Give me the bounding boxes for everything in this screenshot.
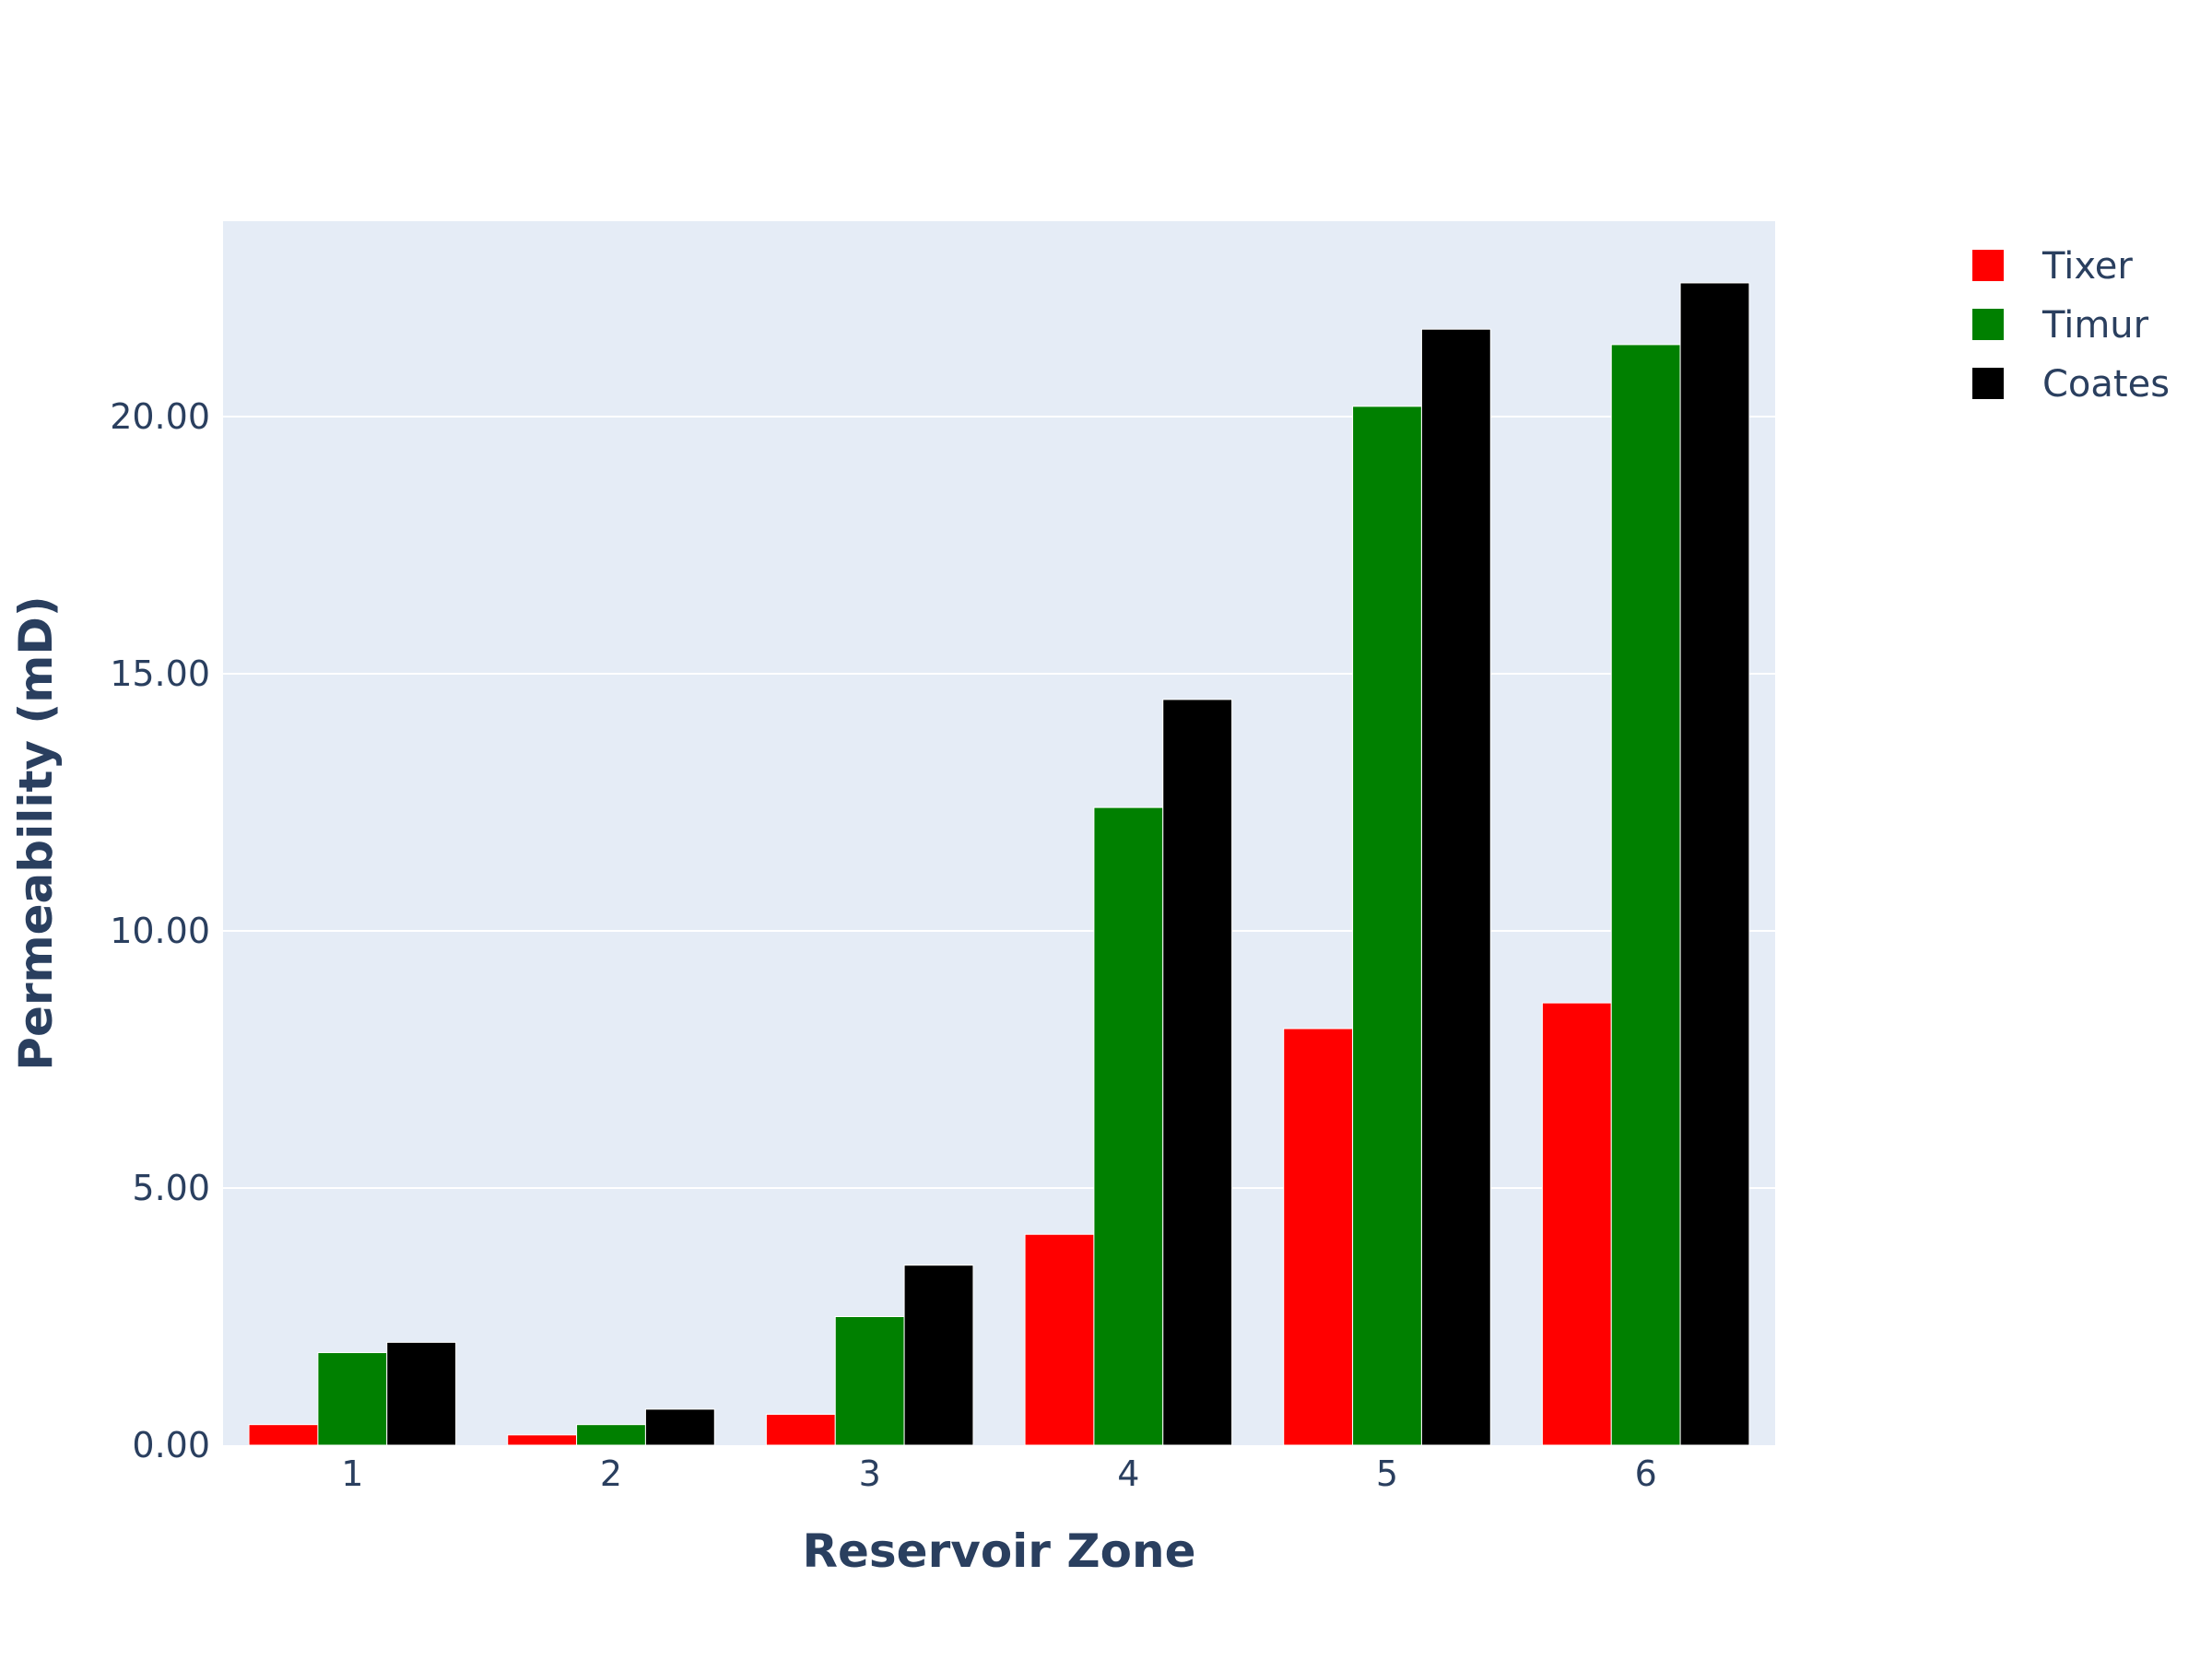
bar-timur-zone-6[interactable] bbox=[1610, 344, 1681, 1446]
y-tick-label: 10.00 bbox=[110, 911, 210, 951]
legend-swatch bbox=[1972, 368, 2004, 399]
bar-timur-zone-5[interactable] bbox=[1352, 406, 1422, 1446]
x-tick-label: 1 bbox=[341, 1453, 363, 1494]
legend-label: Timur bbox=[2041, 304, 2149, 347]
bar-coates-zone-5[interactable] bbox=[1420, 328, 1491, 1446]
y-tick-label: 20.00 bbox=[110, 396, 210, 437]
legend-swatch bbox=[1972, 309, 2004, 340]
x-axis-ticks: 1 2 3 4 5 6 bbox=[341, 1453, 1657, 1494]
y-tick-label: 5.00 bbox=[132, 1168, 210, 1208]
bar-coates-zone-1[interactable] bbox=[386, 1341, 457, 1446]
x-tick-label: 2 bbox=[600, 1453, 622, 1494]
gridlines bbox=[223, 416, 1775, 1190]
bar-tixer-zone-3[interactable] bbox=[765, 1414, 836, 1446]
x-tick-label: 6 bbox=[1635, 1453, 1657, 1494]
x-axis-title: Reservoir Zone bbox=[802, 1524, 1195, 1578]
legend-item-coates[interactable]: Coates bbox=[1972, 363, 2170, 406]
bars bbox=[248, 282, 1750, 1446]
bar-coates-zone-3[interactable] bbox=[903, 1265, 974, 1446]
bar-tixer-zone-6[interactable] bbox=[1541, 1002, 1612, 1446]
bar-timur-zone-3[interactable] bbox=[834, 1316, 905, 1446]
legend-item-timur[interactable]: Timur bbox=[1972, 304, 2149, 347]
bar-coates-zone-6[interactable] bbox=[1679, 282, 1750, 1446]
bar-timur-zone-2[interactable] bbox=[576, 1424, 646, 1446]
legend-swatch bbox=[1972, 250, 2004, 281]
x-tick-label: 5 bbox=[1376, 1453, 1398, 1494]
x-tick-label: 3 bbox=[859, 1453, 881, 1494]
bar-tixer-zone-1[interactable] bbox=[248, 1424, 319, 1446]
legend-label: Coates bbox=[2042, 363, 2170, 406]
y-axis-ticks: 0.00 5.00 10.00 15.00 20.00 bbox=[110, 396, 210, 1465]
y-tick-label: 15.00 bbox=[110, 653, 210, 694]
bar-tixer-zone-2[interactable] bbox=[507, 1434, 578, 1446]
bar-coates-zone-4[interactable] bbox=[1162, 699, 1233, 1446]
bar-tixer-zone-5[interactable] bbox=[1283, 1028, 1354, 1446]
bar-timur-zone-1[interactable] bbox=[317, 1352, 388, 1446]
legend-label: Tixer bbox=[2041, 245, 2133, 288]
bar-tixer-zone-4[interactable] bbox=[1024, 1233, 1095, 1446]
legend-item-tixer[interactable]: Tixer bbox=[1972, 245, 2133, 288]
y-tick-label: 0.00 bbox=[132, 1425, 210, 1465]
bar-timur-zone-4[interactable] bbox=[1093, 806, 1164, 1446]
bar-coates-zone-2[interactable] bbox=[644, 1408, 715, 1446]
y-axis-title: Permeability (mD) bbox=[9, 595, 63, 1070]
legend[interactable]: Tixer Timur Coates bbox=[1972, 245, 2170, 406]
plot-area bbox=[223, 221, 1775, 1445]
x-tick-label: 4 bbox=[1117, 1453, 1139, 1494]
